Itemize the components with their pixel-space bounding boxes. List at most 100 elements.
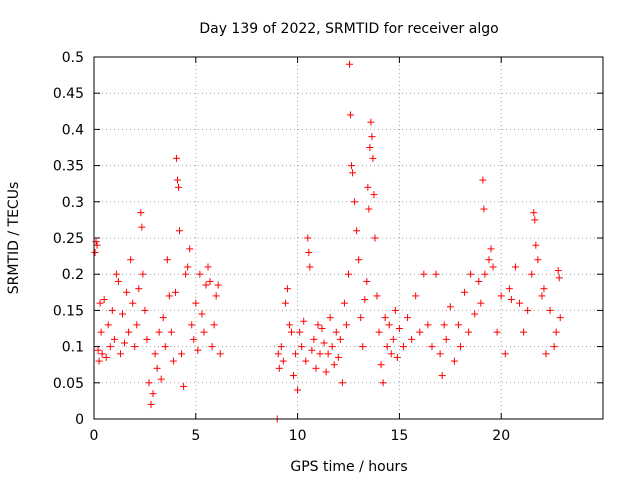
- data-point: [355, 256, 363, 264]
- data-point: [110, 335, 118, 343]
- data-point: [363, 277, 371, 285]
- data-point: [556, 314, 564, 322]
- data-point: [135, 285, 143, 293]
- data-point: [477, 299, 485, 307]
- data-point: [123, 288, 131, 296]
- y-tick-label: 0.4: [62, 122, 84, 138]
- data-point: [131, 343, 139, 351]
- data-point: [550, 343, 558, 351]
- data-point: [387, 350, 395, 358]
- data-point: [151, 350, 159, 358]
- data-point: [138, 223, 146, 231]
- data-point: [320, 339, 328, 347]
- data-point: [116, 350, 124, 358]
- data-point: [389, 335, 397, 343]
- data-point: [274, 350, 282, 358]
- data-point: [465, 328, 473, 336]
- data-point: [104, 321, 112, 329]
- x-tick-label: 0: [90, 428, 99, 444]
- data-point: [108, 306, 116, 314]
- data-point: [505, 285, 513, 293]
- data-point: [141, 306, 149, 314]
- data-point: [171, 288, 179, 296]
- y-tick-label: 0.15: [53, 303, 84, 319]
- data-point: [367, 118, 375, 126]
- data-point: [342, 321, 350, 329]
- data-point: [292, 350, 300, 358]
- data-point: [456, 343, 464, 351]
- data-point: [353, 227, 361, 235]
- data-point: [416, 328, 424, 336]
- data-point: [106, 343, 114, 351]
- data-point: [194, 346, 202, 354]
- data-point: [308, 346, 316, 354]
- data-point: [202, 281, 210, 289]
- data-point: [428, 343, 436, 351]
- data-point: [324, 350, 332, 358]
- x-tick-label: 20: [492, 428, 510, 444]
- data-point: [511, 263, 519, 271]
- data-point: [345, 270, 352, 278]
- data-point: [399, 343, 407, 351]
- data-point: [446, 303, 454, 311]
- plot-frame: [93, 56, 604, 420]
- data-point: [480, 205, 488, 213]
- data-point: [169, 357, 177, 365]
- data-point: [165, 292, 173, 300]
- data-point: [348, 162, 356, 170]
- data-point: [442, 335, 450, 343]
- data-point: [147, 401, 155, 409]
- data-point: [304, 234, 312, 242]
- data-point: [206, 277, 214, 285]
- data-point: [95, 357, 103, 365]
- y-tick-label: 0.35: [53, 159, 84, 175]
- data-point: [214, 281, 222, 289]
- data-point: [461, 288, 469, 296]
- data-point: [336, 335, 344, 343]
- data-point: [349, 169, 357, 177]
- data-point: [294, 386, 302, 394]
- data-point: [198, 310, 206, 318]
- data-point: [540, 285, 548, 293]
- data-point: [275, 364, 283, 372]
- data-point: [420, 270, 428, 278]
- y-tick-label: 0.3: [62, 195, 84, 211]
- y-tick-label: 0: [75, 412, 84, 428]
- data-point: [408, 335, 416, 343]
- y-tick-label: 0.2: [62, 267, 84, 283]
- data-point: [200, 328, 208, 336]
- data-point: [375, 328, 383, 336]
- data-point: [534, 256, 542, 264]
- data-point: [310, 335, 318, 343]
- data-point: [365, 205, 373, 213]
- data-point: [180, 382, 188, 390]
- data-point: [338, 379, 346, 387]
- grid: [94, 57, 603, 419]
- data-point: [306, 263, 314, 271]
- data-point: [377, 361, 385, 369]
- axis-ticks: 0 0.05 0.1 0.15 0.2 0.25 0.3 0.35 0.4 0.45 0.5 0 5 10…: [53, 50, 603, 444]
- data-point: [216, 350, 224, 358]
- data-point: [192, 299, 200, 307]
- data-point: [172, 154, 180, 162]
- data-point: [450, 357, 458, 365]
- data-point: [93, 241, 101, 249]
- data-point: [178, 350, 186, 358]
- data-point: [283, 285, 291, 293]
- data-point: [467, 270, 475, 278]
- data-point: [174, 183, 182, 191]
- data-point: [391, 306, 399, 314]
- data-point: [361, 296, 369, 304]
- data-point: [114, 277, 122, 285]
- data-point: [373, 292, 381, 300]
- data-point: [530, 209, 538, 217]
- data-point: [153, 364, 161, 372]
- data-point: [357, 314, 365, 322]
- data-point: [347, 111, 355, 119]
- data-point: [385, 321, 393, 329]
- data-point: [298, 343, 306, 351]
- data-point: [326, 314, 334, 322]
- data-point: [501, 350, 509, 358]
- data-point: [176, 227, 184, 235]
- y-tick-label: 0.5: [62, 50, 84, 66]
